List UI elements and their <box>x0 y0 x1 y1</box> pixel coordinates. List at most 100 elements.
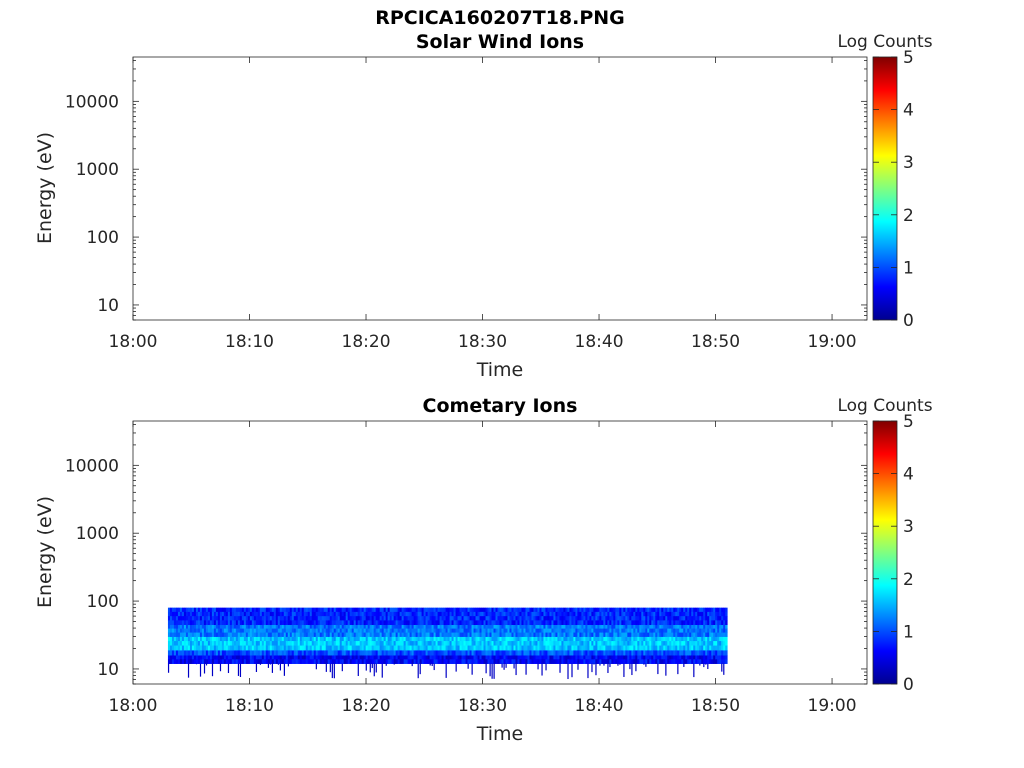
heatmap-cell <box>419 620 423 626</box>
heatmap-cell <box>517 636 520 642</box>
heatmap-cell <box>321 632 325 637</box>
heatmap-cell <box>211 611 215 617</box>
heatmap-cell <box>715 659 718 664</box>
heatmap-cell <box>357 636 361 642</box>
heatmap-cell <box>189 641 193 646</box>
heatmap-cell <box>715 624 718 629</box>
heatmap-cell <box>557 624 560 629</box>
heatmap-cell <box>691 636 694 642</box>
heatmap-cell <box>235 620 239 626</box>
heatmap-cell <box>235 636 239 642</box>
heatmap-cell <box>503 650 506 656</box>
heatmap-cell <box>423 645 427 651</box>
heatmap-cell <box>271 628 275 633</box>
heatmap-cell <box>407 650 411 656</box>
heatmap-cell <box>263 620 267 626</box>
heatmap-cell <box>451 641 454 646</box>
heatmap-cell <box>469 636 472 642</box>
heatmap-cell <box>405 632 409 637</box>
heatmap-cell <box>457 628 460 633</box>
heatmap-cell <box>191 628 195 633</box>
heatmap-cell <box>537 628 540 633</box>
heatmap-cell <box>559 655 562 660</box>
heatmap-cell <box>409 616 413 621</box>
heatmap-cell <box>419 628 423 633</box>
heatmap-cell <box>317 636 321 642</box>
heatmap-spike <box>205 663 208 666</box>
heatmap-cell <box>249 620 253 626</box>
heatmap-cell <box>309 624 313 629</box>
heatmap-cell <box>495 607 498 613</box>
heatmap-cell <box>177 624 181 629</box>
heatmap-cell <box>271 624 275 629</box>
heatmap-cell <box>457 636 460 642</box>
heatmap-cell <box>621 607 624 613</box>
heatmap-cell <box>359 620 363 626</box>
heatmap-cell <box>293 641 297 646</box>
heatmap-cell <box>457 641 460 646</box>
heatmap-cell <box>623 628 626 633</box>
heatmap-cell <box>515 616 518 621</box>
heatmap-cell <box>679 650 682 656</box>
heatmap-cell <box>725 620 728 626</box>
heatmap-cell <box>525 655 528 660</box>
heatmap-cell <box>255 628 259 633</box>
heatmap-cell <box>205 616 209 621</box>
heatmap-cell <box>257 641 261 646</box>
heatmap-cell <box>667 628 670 633</box>
heatmap-cell <box>675 628 678 633</box>
heatmap-cell <box>433 628 436 633</box>
heatmap-cell <box>583 620 586 626</box>
heatmap-cell <box>511 650 514 656</box>
heatmap-cell <box>573 650 576 656</box>
heatmap-cell <box>493 628 496 633</box>
heatmap-cell <box>539 636 542 642</box>
heatmap-cell <box>403 624 407 629</box>
heatmap-cell <box>289 616 293 621</box>
heatmap-cell <box>661 616 664 621</box>
heatmap-cell <box>431 659 434 664</box>
heatmap-cell <box>579 655 582 660</box>
heatmap-cell <box>691 641 694 646</box>
heatmap-cell <box>529 607 532 613</box>
heatmap-cell <box>403 628 407 633</box>
heatmap-cell <box>541 632 544 637</box>
heatmap-cell <box>705 616 708 621</box>
heatmap-cell <box>445 636 448 642</box>
heatmap-cell <box>271 616 275 621</box>
heatmap-cell <box>637 624 640 629</box>
heatmap-cell <box>471 628 474 633</box>
heatmap-cell <box>631 632 634 637</box>
heatmap-cell <box>685 636 688 642</box>
heatmap-cell <box>223 632 227 637</box>
heatmap-cell <box>713 607 716 613</box>
heatmap-cell <box>457 645 460 651</box>
heatmap-cell <box>471 641 474 646</box>
heatmap-cell <box>691 632 694 637</box>
heatmap-cell <box>315 636 319 642</box>
heatmap-cell <box>611 611 614 617</box>
heatmap-cell <box>335 641 339 646</box>
heatmap-cell <box>607 620 610 626</box>
heatmap-cell <box>297 659 301 664</box>
heatmap-cell <box>299 650 303 656</box>
heatmap-cell <box>303 645 307 651</box>
heatmap-cell <box>675 659 678 664</box>
heatmap-cell <box>557 641 560 646</box>
heatmap-cell <box>313 636 317 642</box>
heatmap-cell <box>617 641 620 646</box>
heatmap-cell <box>687 650 690 656</box>
heatmap-cell <box>489 645 492 651</box>
heatmap-cell <box>545 641 548 646</box>
heatmap-cell <box>617 628 620 633</box>
heatmap-cell <box>651 650 654 656</box>
heatmap-cell <box>503 632 506 637</box>
heatmap-cell <box>267 632 271 637</box>
heatmap-spike <box>429 663 431 666</box>
heatmap-cell <box>701 611 704 617</box>
heatmap-cell <box>245 607 249 613</box>
heatmap-cell <box>595 636 598 642</box>
heatmap-cell <box>223 641 227 646</box>
heatmap-cell <box>557 620 560 626</box>
